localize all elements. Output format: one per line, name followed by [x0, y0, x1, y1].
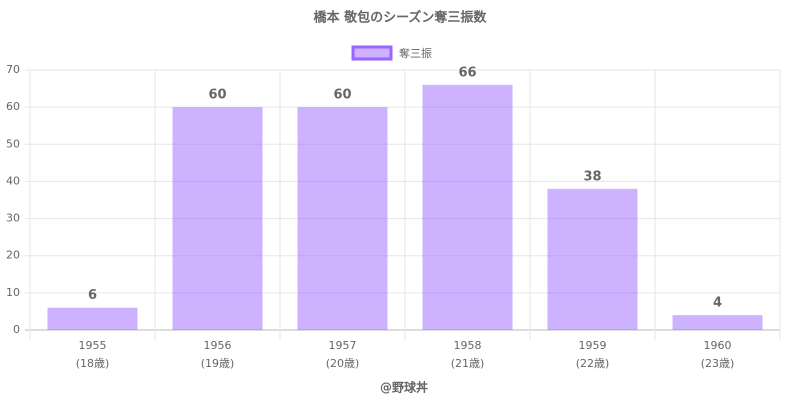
x-tick-sublabel: (22歳)	[576, 357, 610, 370]
y-tick-label: 70	[6, 63, 20, 76]
x-tick-label: 1958	[454, 339, 482, 352]
x-tick-sublabel: (20歳)	[326, 357, 360, 370]
bar	[547, 188, 638, 330]
value-label: 60	[208, 88, 226, 103]
bar	[47, 307, 138, 330]
y-tick-label: 20	[6, 249, 20, 262]
bar	[172, 107, 263, 331]
bar	[297, 107, 388, 331]
x-tick-label: 1960	[704, 339, 732, 352]
x-axis-label: @野球丼	[380, 380, 428, 395]
y-tick-label: 10	[6, 286, 20, 299]
chart-title: 橋本 敬包のシーズン奪三振数	[314, 10, 488, 26]
x-tick-label: 1956	[204, 339, 232, 352]
y-tick-label: 40	[6, 174, 20, 187]
x-tick-sublabel: (19歳)	[201, 357, 235, 370]
value-label: 60	[333, 88, 351, 103]
value-label: 6	[88, 288, 97, 303]
x-tick-label: 1955	[79, 339, 107, 352]
x-tick-sublabel: (23歳)	[701, 357, 735, 370]
y-tick-label: 50	[6, 137, 20, 150]
y-tick-label: 0	[13, 323, 20, 336]
value-label: 66	[458, 65, 476, 80]
x-tick-label: 1957	[329, 339, 357, 352]
value-label: 38	[583, 169, 601, 184]
value-label: 4	[713, 296, 722, 311]
y-tick-label: 60	[6, 100, 20, 113]
legend-label: 奪三振	[399, 46, 432, 60]
x-tick-sublabel: (18歳)	[76, 357, 110, 370]
x-tick-sublabel: (21歳)	[451, 357, 485, 370]
bar	[672, 315, 763, 330]
bar	[422, 84, 513, 330]
x-tick-label: 1959	[579, 339, 607, 352]
y-tick-label: 30	[6, 212, 20, 225]
legend-swatch	[351, 45, 393, 61]
